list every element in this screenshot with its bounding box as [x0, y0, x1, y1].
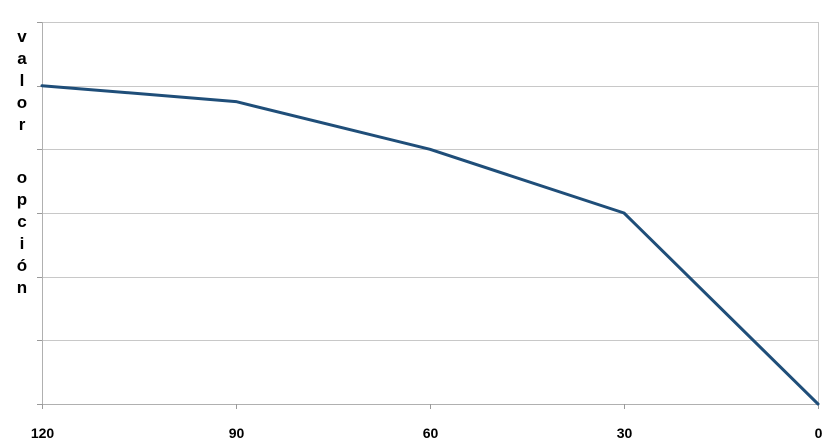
y-axis-label-letter: c: [17, 212, 26, 231]
x-tick-label: 60: [423, 425, 439, 441]
x-tick-label: 90: [229, 425, 245, 441]
series-line: [40, 84, 820, 406]
y-axis-label-letter: a: [17, 49, 27, 68]
grid: [42, 22, 819, 405]
y-axis-label-letter: ó: [17, 256, 27, 275]
y-axis-label-letter: l: [20, 71, 25, 90]
y-axis-label-letter: o: [17, 93, 27, 112]
x-tick-label: 30: [617, 425, 633, 441]
y-axis-label-letter: r: [19, 115, 26, 134]
y-axis-label-letter: p: [17, 190, 27, 209]
axes: [37, 22, 819, 409]
y-axis-label-letter: o: [17, 168, 27, 187]
x-tick-labels: 120 90 60 30 0: [31, 425, 823, 441]
x-tick-label: 0: [815, 425, 823, 441]
x-tick-label: 120: [31, 425, 55, 441]
y-axis-label-letter: n: [17, 278, 27, 297]
series: [40, 84, 820, 406]
y-axis-label-letter: i: [20, 234, 25, 253]
y-axis-label-letter: v: [17, 27, 27, 46]
